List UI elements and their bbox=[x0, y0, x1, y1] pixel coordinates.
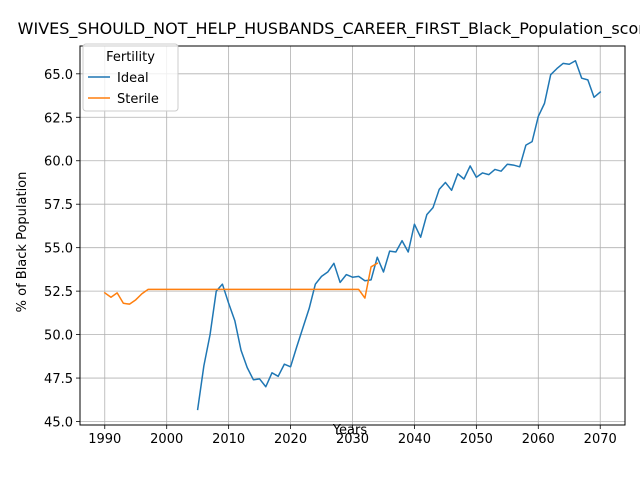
x-tick-label: 1990 bbox=[88, 432, 121, 447]
x-tick-label: 2010 bbox=[212, 432, 245, 447]
x-tick-label: 2050 bbox=[460, 432, 493, 447]
x-tick-label: 2020 bbox=[274, 432, 307, 447]
legend-frame bbox=[82, 43, 179, 112]
y-tick-label: 55.0 bbox=[44, 242, 73, 257]
grid bbox=[80, 46, 625, 425]
x-tick-label: 2000 bbox=[150, 432, 183, 447]
y-tick-label: 62.5 bbox=[44, 111, 73, 126]
x-axis-label: Years bbox=[332, 423, 368, 438]
x-tick-label: 2060 bbox=[522, 432, 555, 447]
chart-title: WIVES_SHOULD_NOT_HELP_HUSBANDS_CAREER_FI… bbox=[18, 19, 640, 39]
y-tick-label: 65.0 bbox=[44, 68, 73, 83]
series-line-sterile bbox=[103, 262, 379, 305]
y-tick-label: 50.0 bbox=[44, 329, 73, 344]
legend-label-sterile: Sterile bbox=[117, 92, 159, 107]
x-tick-label: 2040 bbox=[398, 432, 431, 447]
y-tick-label: 60.0 bbox=[44, 155, 73, 170]
x-tick-label: 2070 bbox=[584, 432, 617, 447]
legend: Fertility Ideal Sterile bbox=[82, 43, 179, 112]
y-tick-label: 57.5 bbox=[44, 198, 73, 213]
y-tick-label: 45.0 bbox=[44, 416, 73, 431]
y-tick-label: 47.5 bbox=[44, 372, 73, 387]
series-line-ideal bbox=[196, 60, 602, 411]
axis-ticks: 1990 2000 2010 2020 2030 2040 2050 2060 2070 45.0… bbox=[44, 68, 617, 447]
y-tick-label: 52.5 bbox=[44, 285, 73, 300]
legend-label-ideal: Ideal bbox=[117, 71, 149, 86]
x-tick-label: 2030 bbox=[336, 432, 369, 447]
legend-title: Fertility bbox=[106, 50, 155, 65]
series-lines bbox=[103, 60, 602, 411]
y-axis-label: % of Black Population bbox=[15, 172, 30, 313]
